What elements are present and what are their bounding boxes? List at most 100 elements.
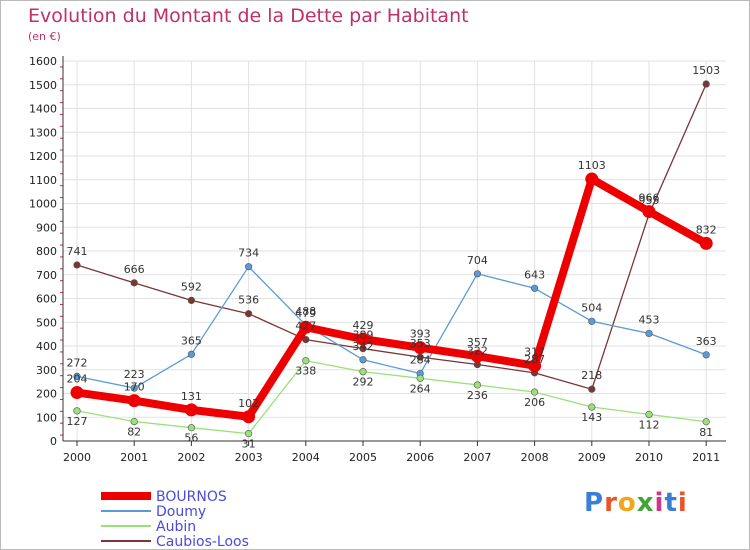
y-tick-label: 400 xyxy=(36,340,57,353)
data-point xyxy=(245,310,253,318)
data-label: 338 xyxy=(295,365,316,378)
y-tick-label: 1100 xyxy=(29,174,57,187)
x-tick-label: 2007 xyxy=(463,451,491,464)
data-label: 363 xyxy=(696,335,717,348)
data-label: 955 xyxy=(639,194,660,207)
data-label: 453 xyxy=(639,313,660,326)
data-point xyxy=(645,410,653,419)
data-label: 357 xyxy=(467,336,488,349)
data-label: 342 xyxy=(353,340,374,353)
data-point xyxy=(702,351,710,359)
data-point xyxy=(73,407,81,415)
x-tick-label: 2005 xyxy=(349,451,377,464)
x-tick-label: 2002 xyxy=(177,451,205,464)
legend-label: Doumy xyxy=(156,504,206,520)
data-label: 734 xyxy=(238,247,259,260)
y-tick-label: 100 xyxy=(36,411,57,424)
data-label: 322 xyxy=(467,345,488,358)
x-tick-label: 2011 xyxy=(692,451,720,464)
data-label: 666 xyxy=(124,263,145,276)
data-label: 427 xyxy=(295,320,316,333)
data-label: 56 xyxy=(184,432,198,445)
data-point xyxy=(187,424,195,432)
data-label: 82 xyxy=(127,426,141,439)
data-label: 643 xyxy=(524,268,545,281)
y-tick-label: 700 xyxy=(36,269,57,282)
data-label: 365 xyxy=(181,334,202,347)
data-point xyxy=(127,394,141,408)
data-label: 832 xyxy=(696,223,717,236)
data-label: 429 xyxy=(353,319,374,332)
data-label: 393 xyxy=(410,328,431,341)
logo-letter: i xyxy=(654,488,665,518)
data-label: 143 xyxy=(581,411,602,424)
data-label: 317 xyxy=(524,346,545,359)
data-label: 264 xyxy=(410,382,431,395)
x-tick-label: 2008 xyxy=(521,451,549,464)
x-tick-label: 2004 xyxy=(292,451,320,464)
data-point xyxy=(413,341,427,355)
logo-letter: x xyxy=(636,488,655,518)
y-tick-label: 800 xyxy=(36,245,57,258)
data-label: 272 xyxy=(67,356,88,369)
y-tick-label: 1000 xyxy=(29,198,57,211)
data-point xyxy=(359,368,367,376)
data-point xyxy=(245,430,253,438)
y-tick-label: 0 xyxy=(50,435,57,448)
data-point xyxy=(528,359,542,373)
data-label: 223 xyxy=(124,368,145,381)
data-point xyxy=(585,172,599,186)
legend-label: Aubin xyxy=(156,519,196,535)
legend-label: Caubios-Loos xyxy=(156,534,249,549)
data-point xyxy=(588,403,596,411)
data-label: 102 xyxy=(238,397,259,410)
data-point xyxy=(702,418,710,426)
data-point xyxy=(73,372,81,381)
data-label: 1103 xyxy=(578,159,606,172)
data-label: 218 xyxy=(581,369,602,382)
data-point xyxy=(359,356,367,364)
data-point xyxy=(130,417,138,426)
y-tick-label: 500 xyxy=(36,316,57,329)
data-point xyxy=(187,296,195,305)
y-tick-label: 600 xyxy=(36,293,57,306)
data-label: 31 xyxy=(242,438,256,451)
x-tick-label: 2001 xyxy=(120,451,148,464)
data-label: 236 xyxy=(467,389,488,402)
data-label: 353 xyxy=(410,337,431,350)
x-tick-label: 2009 xyxy=(578,451,606,464)
proxiti-logo: Proxiti xyxy=(584,488,688,518)
data-point xyxy=(645,329,653,338)
data-point xyxy=(530,284,539,292)
data-point xyxy=(70,386,84,400)
series-line-bournos xyxy=(73,175,711,421)
data-point xyxy=(299,320,313,334)
y-tick-label: 300 xyxy=(36,364,57,377)
data-point xyxy=(699,236,713,250)
x-tick-label: 2003 xyxy=(235,451,263,464)
y-tick-label: 200 xyxy=(36,388,57,401)
data-label: 704 xyxy=(467,254,488,267)
grid xyxy=(63,60,726,441)
data-point xyxy=(356,332,370,346)
data-label: 170 xyxy=(124,381,145,394)
data-point xyxy=(588,317,596,325)
data-point xyxy=(130,384,138,392)
data-label: 741 xyxy=(67,245,88,258)
data-label: 127 xyxy=(67,415,88,428)
data-point xyxy=(242,410,256,424)
data-label: 287 xyxy=(524,353,545,366)
data-point xyxy=(530,388,539,396)
data-point xyxy=(73,261,81,269)
data-label: 204 xyxy=(67,373,88,386)
data-point xyxy=(473,381,482,389)
data-label: 1503 xyxy=(692,64,720,77)
y-tick-label: 1600 xyxy=(29,55,57,68)
logo-letter: t xyxy=(664,488,678,518)
data-point xyxy=(470,349,484,363)
y-tick-label: 900 xyxy=(36,221,57,234)
data-point xyxy=(588,385,596,393)
data-label: 488 xyxy=(295,305,316,318)
